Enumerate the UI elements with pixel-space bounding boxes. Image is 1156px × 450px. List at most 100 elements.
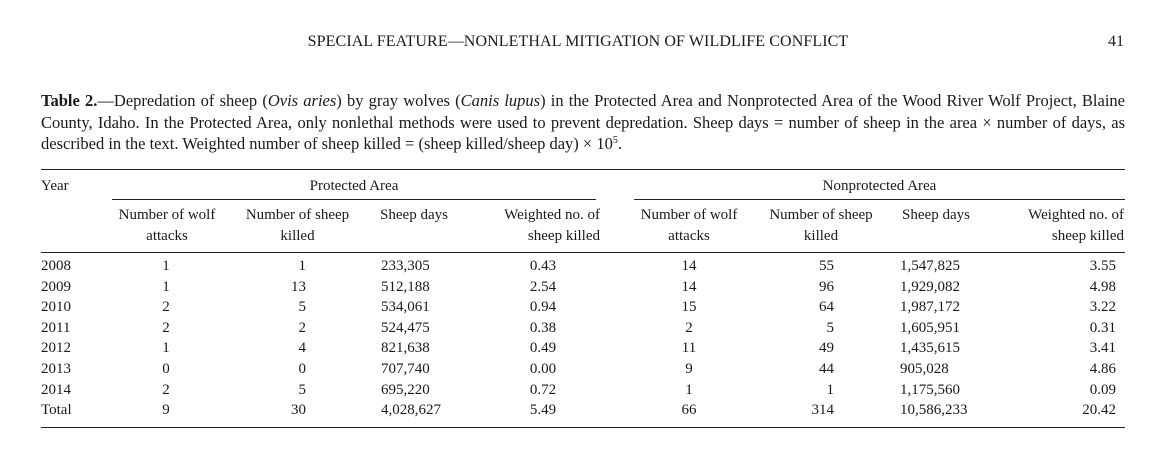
- table-cell: 534,061: [381, 299, 430, 315]
- column-header-nonprotected-attacks: Number of wolf attacks: [640, 207, 738, 244]
- table-cell: 905,028: [900, 361, 949, 377]
- wolf-species-name: Canis lupus: [460, 91, 541, 110]
- table-cell: 0.00: [529, 361, 557, 377]
- table-cell: 55: [819, 258, 834, 274]
- protected-area-rule: [112, 199, 596, 200]
- table-bottom-rule: [41, 427, 1125, 428]
- table-cell: 1,605,951: [900, 320, 960, 336]
- table-cell: 0.43: [529, 258, 557, 274]
- table-cell: 1,435,615: [900, 340, 960, 356]
- table-cell: 3.55: [1089, 258, 1116, 274]
- table-cell: 1: [162, 258, 170, 274]
- table-cell: 20.42: [1082, 402, 1116, 418]
- table-cell: 30: [291, 402, 306, 418]
- caption-text-2: ) by gray wolves (: [336, 91, 461, 110]
- table-cell: 821,638: [381, 340, 430, 356]
- table-header-rule: [41, 252, 1125, 253]
- table-cell: 512,188: [381, 279, 430, 295]
- column-header-protected-attacks: Number of wolf attacks: [118, 207, 216, 244]
- table-cell: 10,586,233: [900, 402, 968, 418]
- row-year: 2009: [41, 279, 71, 295]
- column-header-nonprotected-sheep-days: Sheep days: [902, 207, 970, 223]
- year-header: Year: [41, 178, 69, 194]
- table-cell: 4.86: [1089, 361, 1116, 377]
- table-top-rule: [41, 169, 1125, 170]
- table-cell: 0.94: [529, 299, 557, 315]
- row-year: 2011: [41, 320, 71, 336]
- table-cell: 0: [162, 361, 170, 377]
- column-header-nonprotected-weighted: Weighted no. of sheep killed: [1028, 207, 1124, 244]
- table-cell: 96: [819, 279, 834, 295]
- table-cell: 14: [681, 258, 697, 274]
- nonprotected-area-rule: [634, 199, 1125, 200]
- table-cell: 2: [162, 299, 170, 315]
- page-header: SPECIAL FEATURE—NONLETHAL MITIGATION OF …: [0, 33, 1156, 55]
- table-cell: 44: [819, 361, 834, 377]
- column-header-protected-sheep-days: Sheep days: [380, 207, 448, 223]
- table-cell: 49: [819, 340, 834, 356]
- table-caption: Table 2.—Depredation of sheep (Ovis arie…: [41, 90, 1125, 155]
- table-cell: 9: [162, 402, 170, 418]
- table-cell: 2: [162, 382, 170, 398]
- table-cell: 524,475: [381, 320, 430, 336]
- row-year: 2014: [41, 382, 71, 398]
- table-cell: 66: [681, 402, 697, 418]
- table-cell: 13: [291, 279, 306, 295]
- table-cell: 1,929,082: [900, 279, 960, 295]
- table-cell: 1,547,825: [900, 258, 960, 274]
- column-header-protected-weighted: Weighted no. of sheep killed: [504, 207, 600, 244]
- table-cell: 1,175,560: [900, 382, 960, 398]
- table-cell: 0.72: [529, 382, 557, 398]
- table-cell: 4.98: [1089, 279, 1116, 295]
- table-cell: 9: [685, 361, 693, 377]
- running-title: SPECIAL FEATURE—NONLETHAL MITIGATION OF …: [307, 33, 849, 50]
- table-cell: 233,305: [381, 258, 430, 274]
- table-cell: 5: [826, 320, 835, 336]
- table-cell: 0.49: [529, 340, 557, 356]
- caption-text-3: ) in the Protected Area and Nonprotected…: [41, 91, 1125, 153]
- sheep-species-name: Ovis aries: [267, 91, 337, 110]
- table-cell: 1: [162, 279, 170, 295]
- table-cell: 707,740: [381, 361, 430, 377]
- table-cell: 0: [298, 361, 307, 377]
- row-year: 2013: [41, 361, 71, 377]
- table-cell: 0.38: [529, 320, 557, 336]
- caption-exponent: 5: [612, 135, 618, 146]
- table-cell: 695,220: [381, 382, 430, 398]
- row-year: 2012: [41, 340, 71, 356]
- row-year: 2008: [41, 258, 71, 274]
- table-cell: 5: [298, 299, 307, 315]
- caption-dash: —: [97, 91, 114, 110]
- table-cell: 1: [685, 382, 693, 398]
- table-cell: 2: [685, 320, 693, 336]
- table-cell: 0.09: [1089, 382, 1116, 398]
- caption-label: Table 2.: [41, 91, 98, 110]
- table-cell: 4: [298, 340, 307, 356]
- table-cell: 314: [811, 402, 835, 418]
- table-cell: 0.31: [1089, 320, 1116, 336]
- table-cell: 11: [681, 340, 697, 356]
- table-cell: 15: [681, 299, 697, 315]
- page-number: 41: [1108, 33, 1124, 50]
- caption-text-1: Depredation of sheep (: [113, 91, 268, 110]
- row-year: 2010: [41, 299, 71, 315]
- column-header-protected-killed: Number of sheep killed: [245, 207, 350, 244]
- table-cell: 4,028,627: [381, 402, 441, 418]
- caption-end: .: [617, 134, 622, 153]
- table-cell: 1: [162, 340, 170, 356]
- table-cell: 1: [826, 382, 835, 398]
- table-cell: 5.49: [529, 402, 557, 418]
- nonprotected-area-header: Nonprotected Area: [822, 178, 937, 194]
- table-cell: 2: [298, 320, 307, 336]
- row-year: Total: [41, 402, 72, 418]
- table-cell: 3.41: [1089, 340, 1116, 356]
- table-cell: 1: [298, 258, 307, 274]
- table-cell: 64: [819, 299, 834, 315]
- table-cell: 3.22: [1089, 299, 1116, 315]
- table-cell: 5: [298, 382, 307, 398]
- column-header-nonprotected-killed: Number of sheep killed: [769, 207, 873, 244]
- table-cell: 2: [162, 320, 170, 336]
- table-cell: 14: [681, 279, 697, 295]
- protected-area-header: Protected Area: [309, 178, 399, 194]
- table-cell: 2.54: [529, 279, 557, 295]
